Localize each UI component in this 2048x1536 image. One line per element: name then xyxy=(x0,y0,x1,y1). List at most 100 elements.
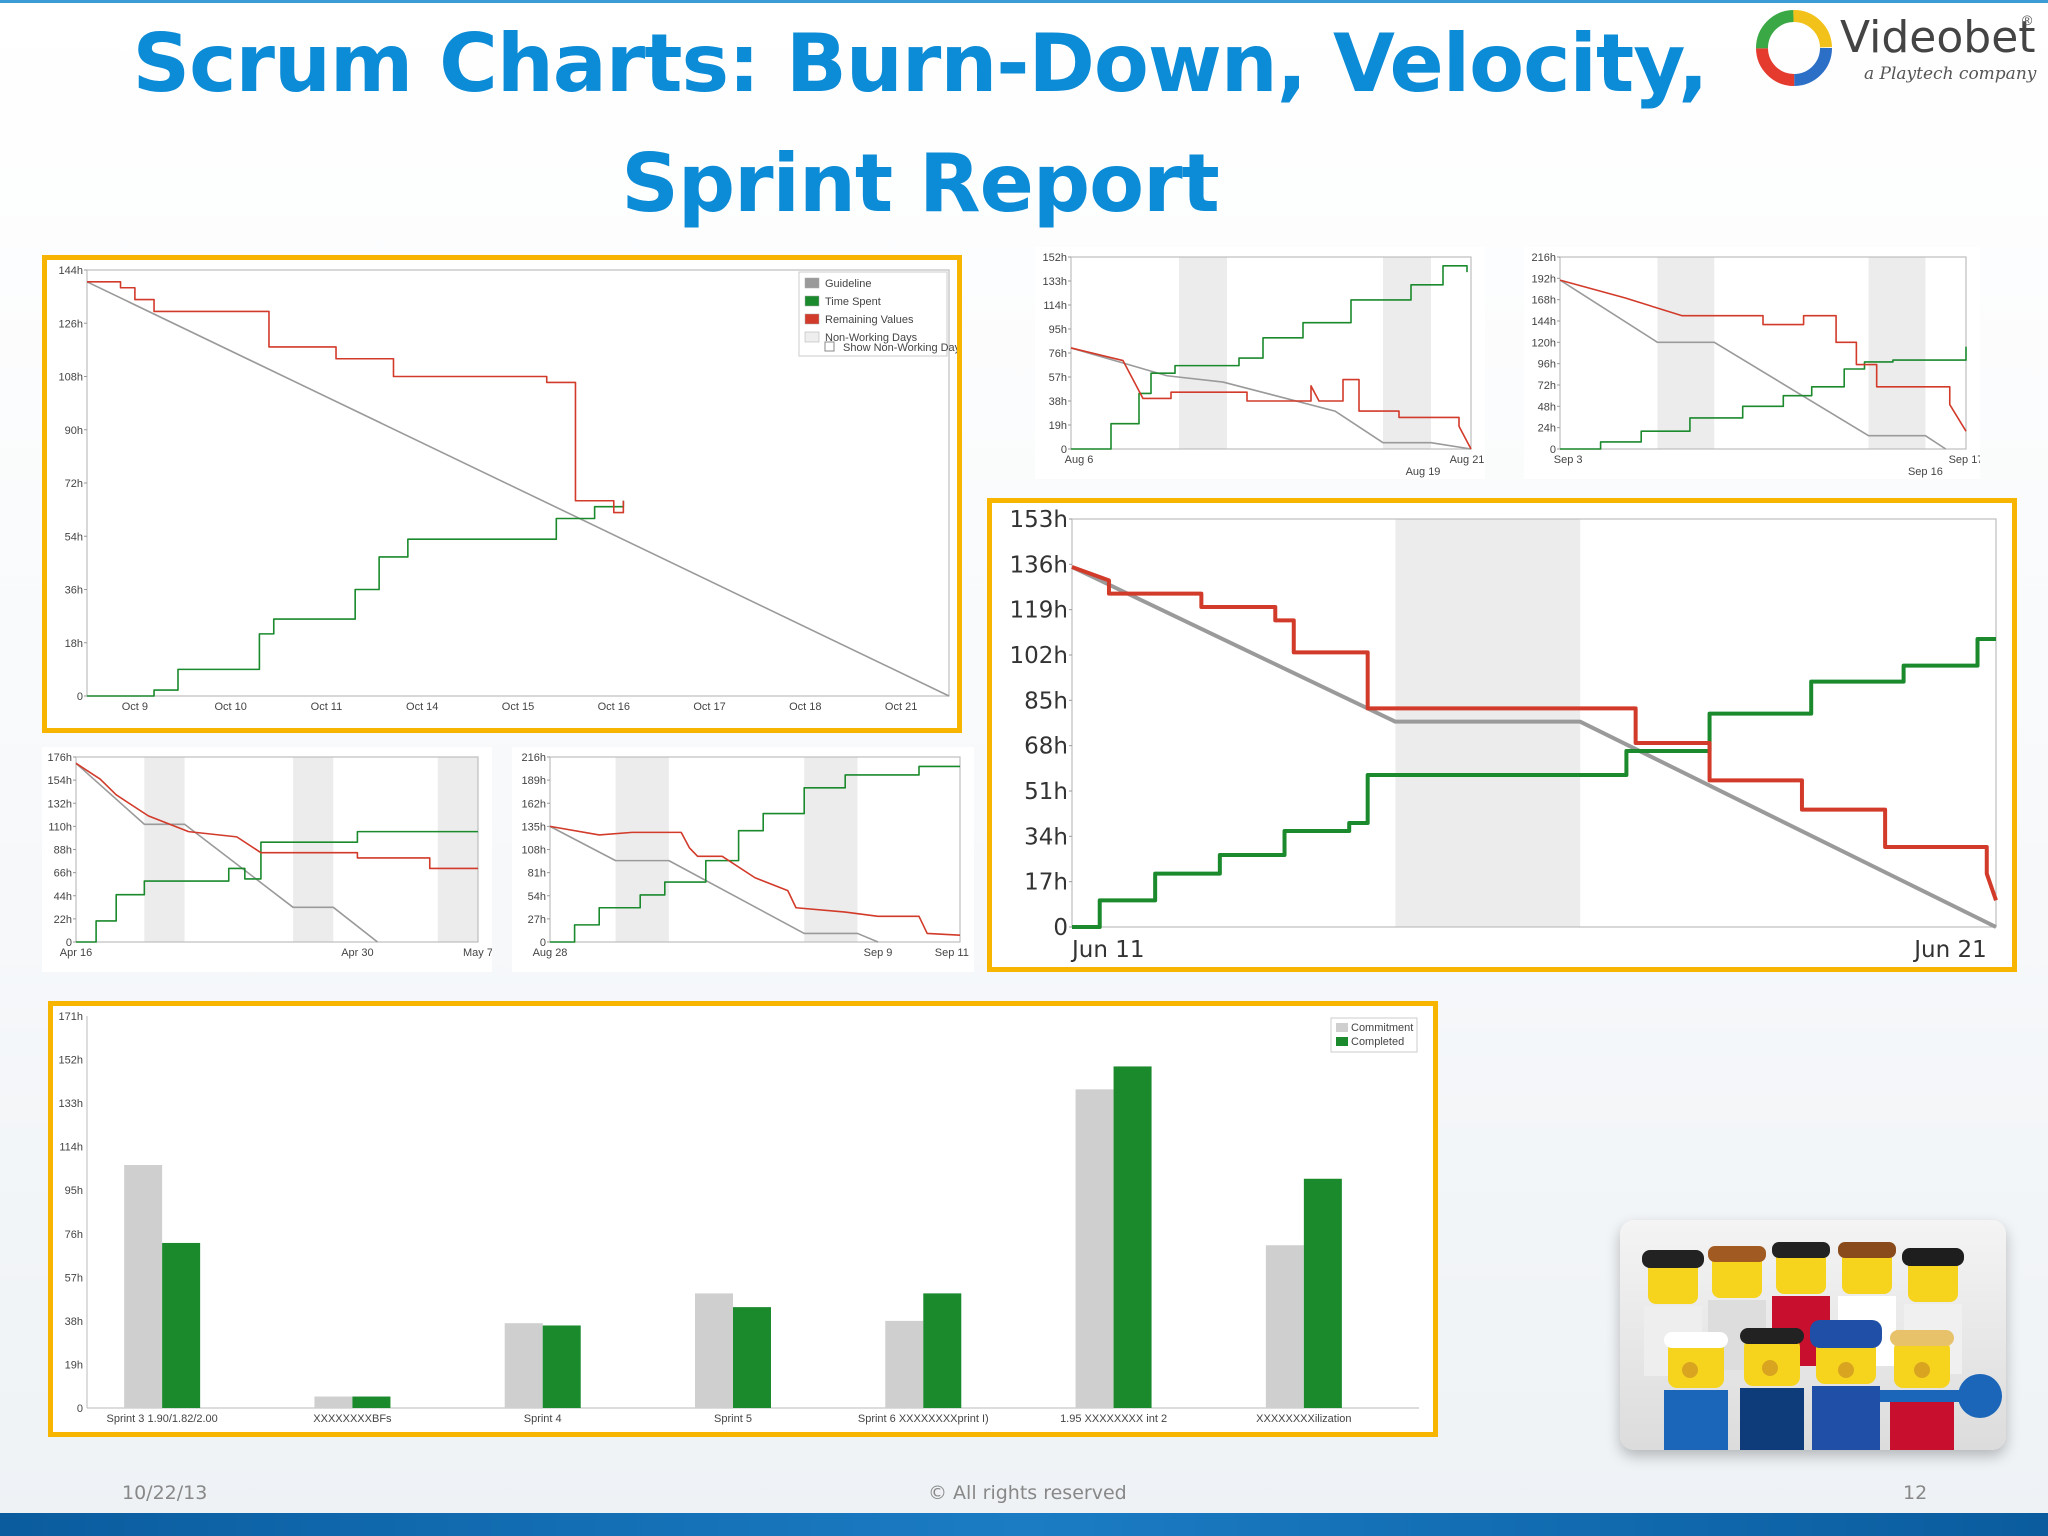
y-tick-label: 114h xyxy=(1043,300,1067,312)
remaining-values-line xyxy=(1070,347,1472,450)
y-tick-label: 132h xyxy=(48,798,72,810)
y-tick-label: 171h xyxy=(59,1011,83,1023)
lego-minifigures-image xyxy=(1620,1220,2006,1450)
time-spent-line xyxy=(550,765,960,943)
y-tick-label: 119h xyxy=(1010,598,1068,624)
x-category-label: XXXXXXXXBFs xyxy=(313,1413,392,1425)
y-tick-label: 81h xyxy=(528,868,546,880)
completed-bar xyxy=(352,1396,391,1408)
legend-label: Guideline xyxy=(825,278,871,290)
y-tick-label: 36h xyxy=(65,585,83,597)
y-tick-label: 0 xyxy=(77,691,83,703)
time-spent-line xyxy=(1071,265,1468,450)
title-line-1: Scrum Charts: Burn-Down, Velocity, xyxy=(132,17,1708,110)
y-tick-label: 85h xyxy=(1024,688,1068,714)
logo-registered-mark: ® xyxy=(2022,12,2033,28)
y-tick-label: 0 xyxy=(1053,915,1068,941)
burndown_aug6-svg: 0 19h 38h 57h 76h 95h 114h 133h 152h Aug 6 Aug 19 A… xyxy=(1043,252,1485,478)
page-number: 12 xyxy=(1903,1482,1928,1504)
remaining-values-line xyxy=(549,825,961,936)
x-category-label: Sprint 4 xyxy=(524,1413,562,1425)
non-working-band xyxy=(615,757,669,942)
legend-box xyxy=(798,271,948,357)
x-tick-label: Oct 11 xyxy=(311,701,343,713)
y-tick-label: 38h xyxy=(1049,396,1067,408)
y-tick-label: 152h xyxy=(1043,252,1067,264)
burndown-chart-aug6: 0 19h 38h 57h 76h 95h 114h 133h 152h Aug 6 Aug 19 A… xyxy=(1035,247,1485,479)
x-tick-label: Apr 16 xyxy=(60,947,92,959)
logo-subtitle: a Playtech company xyxy=(1864,64,2037,84)
burndown_oct-svg: 0 18h 36h 54h 72h 90h 108h 126h 144h Oct 9 Oct 10 O… xyxy=(59,265,957,713)
y-tick-label: 51h xyxy=(1024,779,1068,805)
time-spent-line xyxy=(87,500,625,697)
x-tick-label: Aug 21 xyxy=(1450,454,1485,466)
plot-frame xyxy=(549,756,961,943)
y-tick-label: 108h xyxy=(522,845,546,857)
legend-swatch xyxy=(804,277,820,289)
legend-label: Remaining Values xyxy=(825,314,914,326)
y-tick-label: 144h xyxy=(59,265,83,277)
show-non-working-checkbox[interactable] xyxy=(824,341,835,352)
plot-frame xyxy=(75,756,479,943)
commitment-bar xyxy=(1075,1089,1114,1408)
x-tick-label: Sep 9 xyxy=(864,947,893,959)
x-tick-label: Aug 28 xyxy=(533,947,568,959)
y-tick-label: 216h xyxy=(522,752,546,764)
legend-swatch xyxy=(1336,1023,1348,1032)
non-working-band xyxy=(1657,257,1715,449)
guideline-line xyxy=(1070,347,1472,450)
commitment-bar xyxy=(314,1396,353,1408)
legend-swatch xyxy=(1336,1037,1348,1046)
x-tick-label: Oct 9 xyxy=(122,701,148,713)
x-tick-label: Apr 30 xyxy=(341,947,373,959)
y-tick-label: 57h xyxy=(1049,372,1067,384)
y-tick-label: 133h xyxy=(59,1098,83,1110)
burndown_jun-svg: 0 17h 34h 51h 68h 85h 102h 119h 136h 153h Jun 11 Ju… xyxy=(1010,507,1998,963)
commitment-bar xyxy=(1265,1245,1304,1408)
x-tick-label: Sep 3 xyxy=(1554,454,1583,466)
y-tick-label: 19h xyxy=(65,1359,83,1371)
y-tick-label: 68h xyxy=(1024,734,1068,760)
logo-cube-icon xyxy=(1756,10,1832,86)
slide-title: Scrum Charts: Burn-Down, Velocity, Sprin… xyxy=(100,4,1740,244)
x-tick-label: May 7 xyxy=(463,947,492,959)
legend-label: Time Spent xyxy=(825,296,881,308)
legend-label: Non-Working Days xyxy=(825,332,918,344)
x-tick-label: Jun 21 xyxy=(1912,937,1987,963)
title-line-2: Sprint Report xyxy=(621,137,1220,230)
y-tick-label: 0 xyxy=(540,937,546,949)
x-tick-label: Sep 11 xyxy=(935,947,969,959)
x-category-label: Sprint 3 1.90/1.82/2.00 xyxy=(106,1413,217,1425)
y-tick-label: 102h xyxy=(1010,643,1068,669)
y-tick-label: 76h xyxy=(1049,348,1067,360)
completed-bar xyxy=(923,1293,962,1408)
completed-bar xyxy=(162,1242,201,1408)
commitment-bar xyxy=(695,1293,733,1408)
y-tick-label: 72h xyxy=(65,478,83,490)
x-tick-label: Jun 11 xyxy=(1070,937,1145,963)
y-tick-label: 57h xyxy=(65,1272,83,1284)
remaining-values-line xyxy=(75,762,478,870)
completed-bar xyxy=(1303,1178,1342,1408)
x-category-label: Sprint 6 XXXXXXXXprint I) xyxy=(858,1413,989,1425)
non-working-band xyxy=(1868,257,1926,449)
y-tick-label: 54h xyxy=(65,531,83,543)
y-tick-label: 54h xyxy=(528,891,546,903)
y-tick-label: 48h xyxy=(1538,401,1556,413)
x-tick-label: Sep 17 xyxy=(1949,454,1980,466)
burndown-chart-oct: 0 18h 36h 54h 72h 90h 108h 126h 144h Oct 9 Oct 10 O… xyxy=(42,255,962,733)
y-tick-label: 135h xyxy=(522,821,546,833)
y-tick-label: 0 xyxy=(1550,444,1556,456)
checkbox-label: Show Non-Working Days xyxy=(843,342,957,354)
x-tick-label: Oct 18 xyxy=(789,701,821,713)
y-tick-label: 44h xyxy=(54,891,72,903)
legend-swatch xyxy=(804,331,820,343)
y-tick-label: 66h xyxy=(54,868,72,880)
x-tick-label: Oct 15 xyxy=(502,701,534,713)
x-category-label: XXXXXXXXilization xyxy=(1256,1413,1351,1425)
y-tick-label: 95h xyxy=(65,1185,83,1197)
y-tick-label: 154h xyxy=(48,775,72,787)
y-tick-label: 0 xyxy=(66,937,72,949)
logo-wordmark: Videobet xyxy=(1840,12,2036,63)
y-tick-label: 0 xyxy=(1061,444,1067,456)
